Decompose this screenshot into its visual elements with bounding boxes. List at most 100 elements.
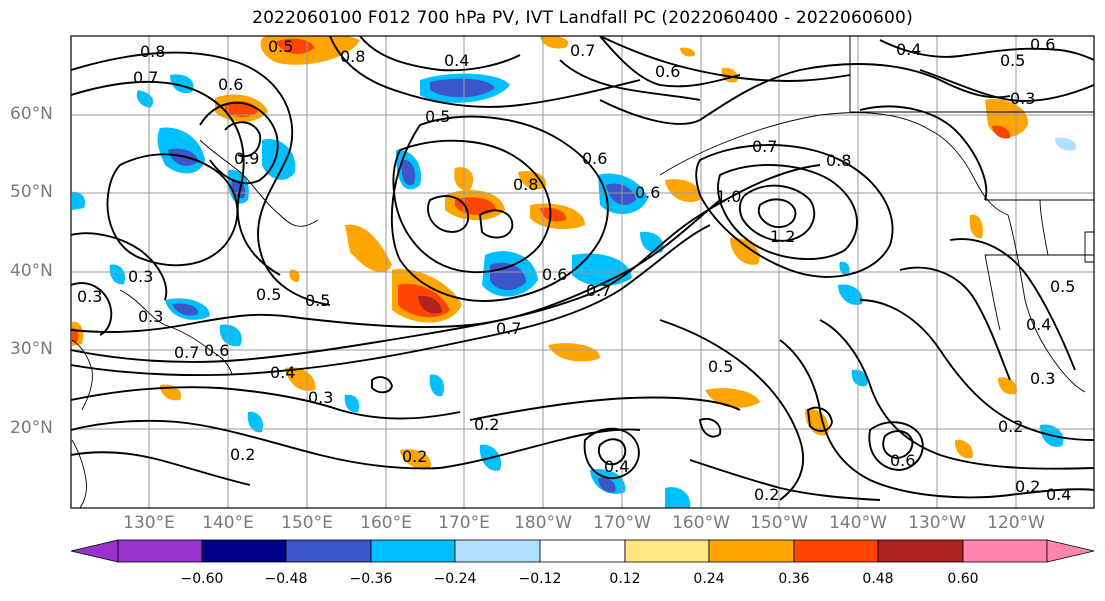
shade-orange	[400, 449, 431, 470]
shade-orange	[969, 214, 983, 239]
contour-label: 0.3	[1010, 89, 1035, 108]
lon-label: 180°W	[514, 513, 572, 533]
contour-label-group: 0.8 0.5 0.7 0.6 0.8 0.4 0.7 0.6 0.5 0.4 …	[77, 35, 1075, 504]
contour-label: 0.4	[1046, 485, 1071, 504]
shade-red	[455, 197, 496, 215]
colorbar-tick-label: 0.24	[693, 571, 725, 587]
map-title: 2022060100 F012 700 hPa PV, IVT Landfall…	[252, 8, 913, 28]
shade-blue	[430, 78, 495, 98]
shade-lightblue	[572, 253, 632, 286]
shade-blue	[172, 303, 199, 316]
shade-lightblue	[1055, 137, 1077, 151]
lat-label: 50°N	[10, 182, 53, 202]
colorbar-tick-label: −0.48	[264, 571, 308, 587]
colorbar-tick-label: 0.48	[862, 571, 894, 587]
contour-label: 0.4	[270, 363, 295, 382]
colorbar-segment	[539, 539, 626, 563]
contour-label: 0.7	[133, 68, 158, 87]
contour-label: 1.0	[716, 187, 741, 206]
contour-label: 0.7	[570, 41, 595, 60]
lat-label: 60°N	[10, 104, 53, 124]
contour-label: 0.5	[305, 291, 330, 310]
shade-blue	[168, 148, 198, 166]
colorbar-tick-label: −0.24	[433, 571, 477, 587]
shade-lightblue	[109, 264, 126, 285]
contour-label: 0.3	[1030, 369, 1055, 388]
contour-label: 0.5	[425, 107, 450, 126]
colorbar-segment	[624, 539, 710, 563]
contour-label: 0.2	[1015, 477, 1040, 496]
colorbar-extend-low	[70, 539, 119, 563]
contour-label: 0.6	[218, 75, 243, 94]
contour-label: 0.5	[1050, 277, 1075, 296]
contour-label: 0.9	[234, 149, 259, 168]
colorbar-extend-high	[1046, 539, 1095, 563]
colorbar-tick-label: 0.60	[947, 571, 979, 587]
contour-label: 0.8	[340, 47, 365, 66]
shade-lightblue	[838, 284, 863, 305]
contour-label: 0.5	[268, 37, 293, 56]
shade-lightblue	[429, 374, 445, 397]
shade-lightblue	[344, 394, 360, 413]
graticule	[71, 36, 1094, 508]
map-border	[70, 35, 1095, 509]
contour-label: 0.2	[402, 447, 427, 466]
colorbar-tick-label: 0.36	[778, 571, 810, 587]
contour-label: 0.4	[444, 51, 469, 70]
shade-lightblue	[170, 74, 194, 94]
contour-label: 0.6	[890, 451, 915, 470]
lon-label: 150°E	[281, 513, 333, 533]
shade-orange	[540, 36, 569, 49]
contour-label: 0.4	[896, 40, 921, 59]
colorbar-tick-label: −0.12	[518, 571, 562, 587]
contour-label: 0.7	[496, 319, 521, 338]
shade-orange	[548, 343, 600, 362]
contour-label: 0.6	[1030, 35, 1055, 54]
shade-red	[275, 38, 315, 54]
contour-label: 0.3	[77, 287, 102, 306]
colorbar-segment	[117, 539, 203, 563]
contour-label: 0.7	[586, 281, 611, 300]
shade-darkred	[418, 295, 442, 314]
shading-layer	[72, 36, 1077, 508]
shade-orange	[518, 170, 546, 190]
contour-label: 0.6	[582, 149, 607, 168]
colorbar-segment	[877, 539, 964, 563]
shade-orange	[289, 269, 300, 282]
shade-blue	[401, 159, 416, 185]
contour-label: 0.2	[998, 417, 1023, 436]
colorbar-tick-label: −0.36	[349, 571, 393, 587]
contour-label: 0.2	[754, 485, 779, 504]
shade-orange	[730, 237, 760, 265]
contour-label: 0.5	[1000, 51, 1025, 70]
shade-lightblue	[851, 369, 869, 387]
contour-label: 0.2	[474, 415, 499, 434]
contour-label: 0.5	[708, 357, 733, 376]
colorbar-segment	[454, 539, 541, 563]
contour-label: 0.3	[138, 307, 163, 326]
lon-label: 120°W	[987, 513, 1045, 533]
lat-label: 40°N	[10, 261, 53, 281]
contour-label: 0.6	[635, 183, 660, 202]
contour-label: 0.6	[204, 341, 229, 360]
lon-label: 170°E	[438, 513, 490, 533]
contour-label: 0.2	[230, 445, 255, 464]
contour-label: 0.8	[826, 151, 851, 170]
lon-label: 160°W	[672, 513, 730, 533]
contour-label: 0.4	[604, 457, 629, 476]
contour-label: 0.8	[513, 175, 538, 194]
colorbar-segment	[201, 539, 287, 563]
colorbar-segment	[793, 539, 879, 563]
shade-blue	[598, 477, 616, 493]
contour-label: 0.3	[308, 388, 333, 407]
lon-label: 150°W	[750, 513, 808, 533]
contour-label: 0.8	[140, 42, 165, 61]
coastlines	[71, 36, 1094, 508]
lon-label: 140°W	[829, 513, 887, 533]
shade-lightblue	[72, 191, 86, 210]
contour-label: 0.6	[655, 62, 680, 81]
contour-label: 0.7	[174, 343, 199, 362]
shade-blue	[606, 183, 636, 205]
lon-label: 130°W	[908, 513, 966, 533]
